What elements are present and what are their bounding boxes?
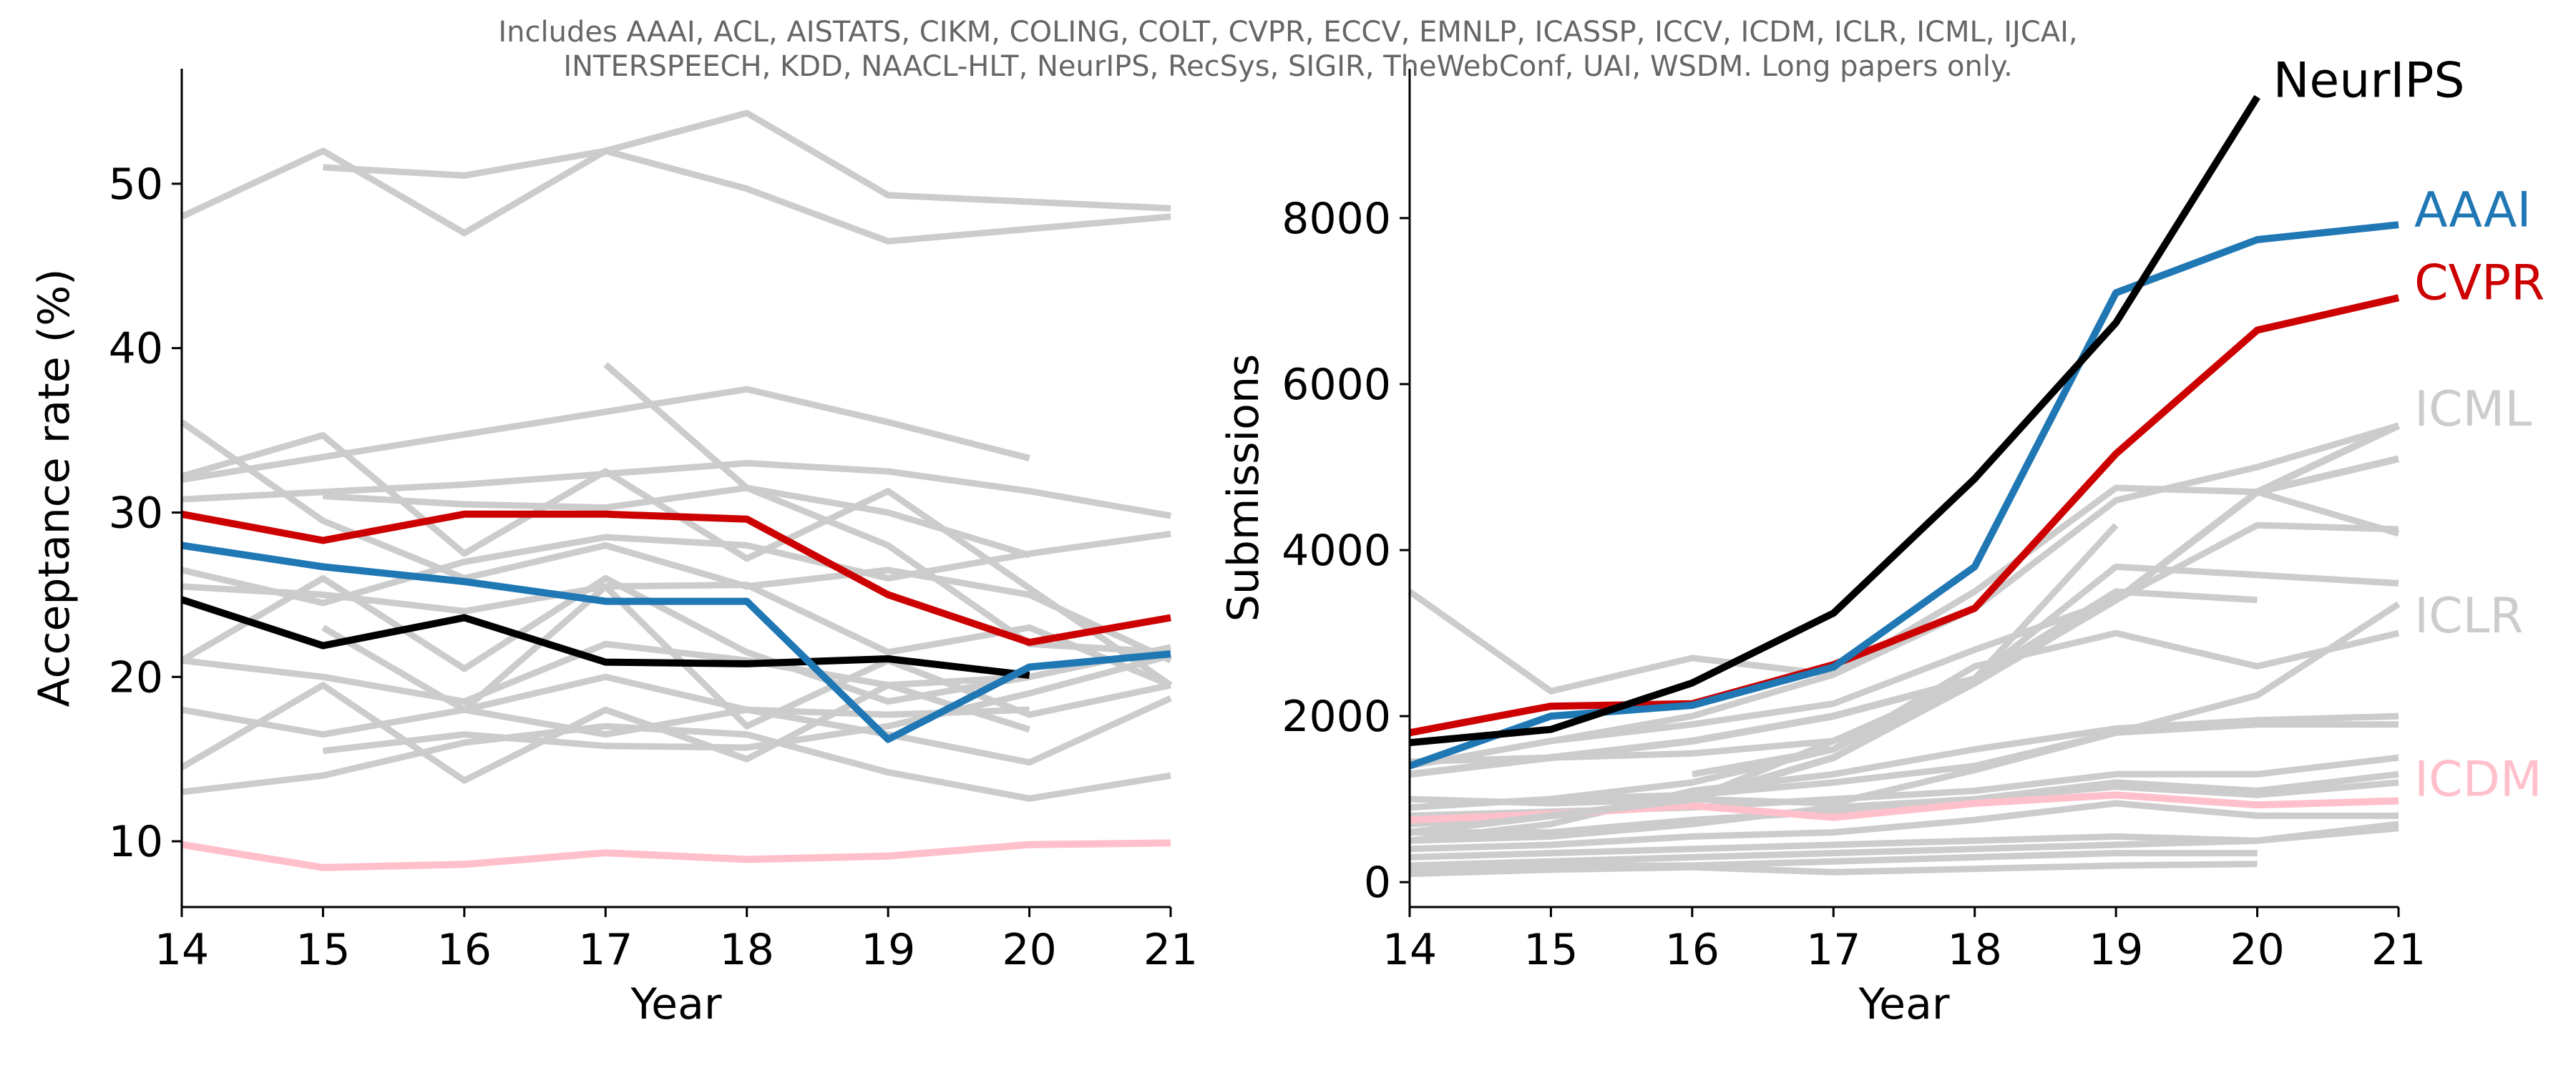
- submissions-x-tick-label: 18: [1948, 925, 2002, 975]
- submissions-background-line-14: [1409, 800, 2399, 853]
- acceptance-y-tick-label: 20: [109, 652, 163, 702]
- acceptance-line-neurips: [180, 596, 1030, 679]
- submissions-line-neurips: [1409, 94, 2260, 747]
- acceptance-y-axis-title: Acceptance rate (%): [29, 268, 79, 707]
- submissions-background-line-9: [1409, 712, 2399, 844]
- submissions-background-line-5: [1692, 523, 2119, 778]
- submissions-background-line-10: [1409, 721, 2399, 807]
- acceptance-x-tick-label: 19: [861, 925, 915, 975]
- submissions-y-axis-title: Submissions: [1219, 354, 1269, 622]
- acceptance-background-line-6: [181, 460, 1171, 519]
- submissions-line-icml: [1409, 422, 2401, 778]
- submissions-background-line-4: [1550, 521, 2399, 745]
- submissions-x-tick-label: 21: [2371, 925, 2426, 975]
- acceptance-background-line-1: [180, 147, 1171, 245]
- submissions-background-line-16: [1409, 825, 2399, 869]
- submissions-end-label-neurips: NeurIPS: [2273, 52, 2465, 109]
- acceptance-x-tick-label: 16: [437, 925, 492, 975]
- acceptance-background-line-15: [180, 682, 1030, 784]
- acceptance-y-tick-label: 10: [109, 817, 163, 867]
- submissions-background-line-7: [1550, 629, 2400, 803]
- acceptance-line-aaai: [181, 542, 1171, 743]
- submissions-end-label-cvpr: CVPR: [2414, 255, 2545, 312]
- submissions-background-line-17: [1409, 850, 2258, 873]
- acceptance-background-line-8: [180, 419, 1172, 664]
- submissions-background-line-1: [1407, 484, 2400, 695]
- acceptance-y-tick-label: 50: [109, 160, 163, 210]
- submissions-x-tick-label: 14: [1382, 925, 1437, 975]
- submissions-background-line-8: [1409, 601, 2401, 811]
- acceptance-y-tick-label: 30: [109, 488, 163, 538]
- acceptance-background-line-4: [181, 386, 1030, 483]
- acceptance-x-axis-title: Year: [630, 979, 721, 1029]
- acceptance-y-tick-label: 40: [109, 324, 163, 374]
- submissions-y-tick-label: 2000: [1282, 692, 1391, 742]
- acceptance-x-tick-label: 15: [296, 925, 350, 975]
- acceptance-rate-chart: 14 15 16 17 18 19 20 21 10 20 30 40 50 Year Acceptance…: [29, 69, 1198, 1029]
- submissions-background-line-18: [1409, 861, 2258, 878]
- submissions-y-tick-label: 0: [1364, 858, 1391, 908]
- submissions-end-label-aaai: AAAI: [2414, 182, 2531, 238]
- submissions-y-tick-label: 6000: [1282, 360, 1391, 410]
- acceptance-background-line-3: [603, 362, 1171, 656]
- acceptance-background-line-2: [323, 109, 1171, 212]
- acceptance-x-tick-label: 14: [155, 925, 209, 975]
- acceptance-x-tick-label: 17: [578, 925, 633, 975]
- submissions-y-tick-label: 8000: [1282, 194, 1391, 244]
- acceptance-line-cvpr: [181, 510, 1171, 646]
- subtitle-line-2: INTERSPEECH, KDD, NAACL-HLT, NeurIPS, Re…: [563, 50, 2012, 83]
- acceptance-background-line-7: [323, 484, 1030, 559]
- acceptance-background-line-16: [181, 722, 1171, 802]
- acceptance-x-tick-label: 20: [1002, 925, 1056, 975]
- submissions-chart: 14 15 16 17 18 19 20 21 0 2000 4000 6000 8000 Year Sub…: [1219, 52, 2545, 1029]
- acceptance-background-line-17: [322, 652, 1172, 755]
- submissions-x-tick-label: 19: [2089, 925, 2143, 975]
- acceptance-background-line-14: [181, 673, 1172, 766]
- acceptance-x-tick-label: 21: [1143, 925, 1198, 975]
- submissions-x-tick-label: 15: [1523, 925, 1578, 975]
- submissions-line-aaai: [1408, 221, 2399, 770]
- submissions-x-axis-title: Year: [1858, 979, 1949, 1029]
- acceptance-x-tick-label: 18: [720, 925, 774, 975]
- submissions-x-tick-label: 20: [2230, 925, 2284, 975]
- acceptance-line-icdm: [181, 839, 1171, 871]
- subtitle-line-1: Includes AAAI, ACL, AISTATS, CIKM, COLIN…: [498, 16, 2077, 49]
- submissions-end-label-iclr: ICLR: [2414, 588, 2524, 645]
- submissions-end-label-icdm: ICDM: [2414, 751, 2542, 808]
- submissions-line-cvpr: [1409, 294, 2400, 737]
- submissions-end-label-icml: ICML: [2414, 381, 2532, 438]
- submissions-x-tick-label: 16: [1665, 925, 1719, 975]
- submissions-y-tick-label: 4000: [1282, 526, 1391, 576]
- submissions-background-line-13: [1409, 779, 2399, 844]
- submissions-x-tick-label: 17: [1806, 925, 1860, 975]
